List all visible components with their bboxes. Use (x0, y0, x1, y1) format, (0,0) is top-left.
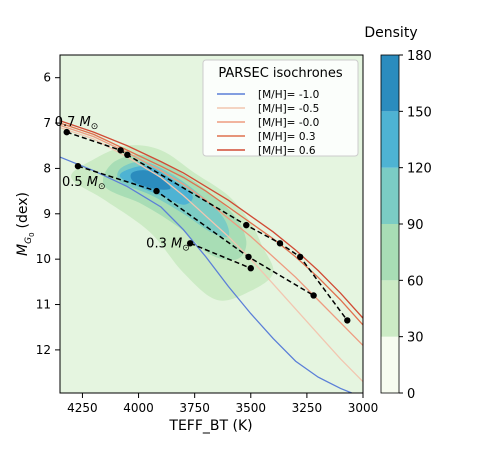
mass-track-point (186, 240, 194, 247)
y-tick-label: 8 (43, 161, 51, 175)
x-tick-label: 4250 (67, 401, 98, 415)
legend-box (202, 59, 359, 157)
mass-tracks: 0.7 M⊙ 0.5 M⊙ 0.3 M⊙ (55, 115, 351, 324)
y-tick-label: 6 (43, 71, 51, 85)
y-axis: 6 7 8 9 10 11 12 (36, 71, 60, 357)
density-colorbar: 0 30 60 90 120 150 180 Density (364, 25, 431, 402)
x-tick-label: 3750 (179, 401, 210, 415)
isochrone-series (60, 120, 363, 393)
mass-track-point (74, 162, 82, 170)
plot-frame (59, 54, 364, 394)
density-contour-150 (130, 170, 171, 190)
colorbar-segment-0 (381, 336, 399, 393)
series-line-4 (60, 120, 363, 319)
colorbar-tick-label: 60 (407, 274, 424, 289)
mass-track-point (153, 187, 160, 195)
y-axis-label: MG0(dex) (15, 192, 36, 256)
y-tick-label: 9 (43, 207, 51, 221)
mass-track-line-2 (189, 242, 252, 269)
legend-entry-3: [M/H]= 0.3 (258, 131, 316, 143)
y-tick-label: 12 (36, 343, 51, 357)
mass-track-line-1 (77, 165, 315, 297)
mass-track-point (117, 147, 124, 154)
mass-track-point (243, 221, 250, 229)
x-tick-label: 3500 (236, 401, 267, 415)
legend-entry-4: [M/H]= 0.6 (258, 145, 316, 157)
colorbar-tick-label: 180 (407, 49, 432, 64)
x-tick-label: 3000 (348, 401, 379, 415)
colorbar-tick-label: 120 (407, 162, 432, 177)
mass-track-label: 0.3 M⊙ (146, 236, 190, 253)
mass-track-label: 0.5 M⊙ (62, 175, 106, 192)
series-line-0 (60, 156, 353, 393)
series-line-3 (60, 122, 363, 326)
x-tick-label: 4000 (123, 401, 154, 415)
mass-track-point (276, 240, 284, 247)
mass-track-point (63, 128, 70, 136)
legend: PARSEC isochrones [M/H]= -1.0 [M/H]= -0.5 [… (202, 59, 359, 157)
colorbar-label: Density (364, 25, 417, 41)
x-axis-label: TEFF_BT (K) (168, 418, 252, 434)
mass-track-point (247, 265, 254, 272)
mass-track-point (310, 292, 317, 299)
colorbar-segment-3 (381, 167, 399, 224)
colorbar-tick-label: 0 (407, 387, 415, 402)
legend-entry-0: [M/H]= -1.0 (258, 89, 319, 101)
colorbar-segment-4 (381, 111, 399, 168)
legend-title: PARSEC isochrones (218, 66, 343, 81)
mass-track-point (245, 253, 252, 261)
colorbar-tick-label: 30 (407, 331, 424, 346)
colorbar-tick-label: 150 (407, 105, 432, 120)
mass-track-point (296, 253, 304, 261)
colorbar-segment-5 (381, 55, 399, 112)
mass-track-point (124, 151, 131, 159)
x-axis: 4250 4000 3750 3500 3250 3000 (67, 393, 378, 415)
mass-track-point (344, 317, 351, 324)
colorbar-segment-2 (381, 224, 399, 281)
y-tick-label: 11 (36, 298, 51, 312)
legend-entry-2: [M/H]= -0.0 (258, 117, 319, 129)
mass-track-label: 0.7 M⊙ (55, 115, 99, 132)
x-tick-label: 3250 (292, 401, 323, 415)
legend-entry-1: [M/H]= -0.5 (258, 103, 319, 115)
y-tick-label: 10 (36, 252, 51, 266)
y-tick-label: 7 (43, 116, 51, 130)
colorbar-segment-1 (381, 280, 399, 337)
colorbar-tick-label: 90 (407, 218, 424, 233)
